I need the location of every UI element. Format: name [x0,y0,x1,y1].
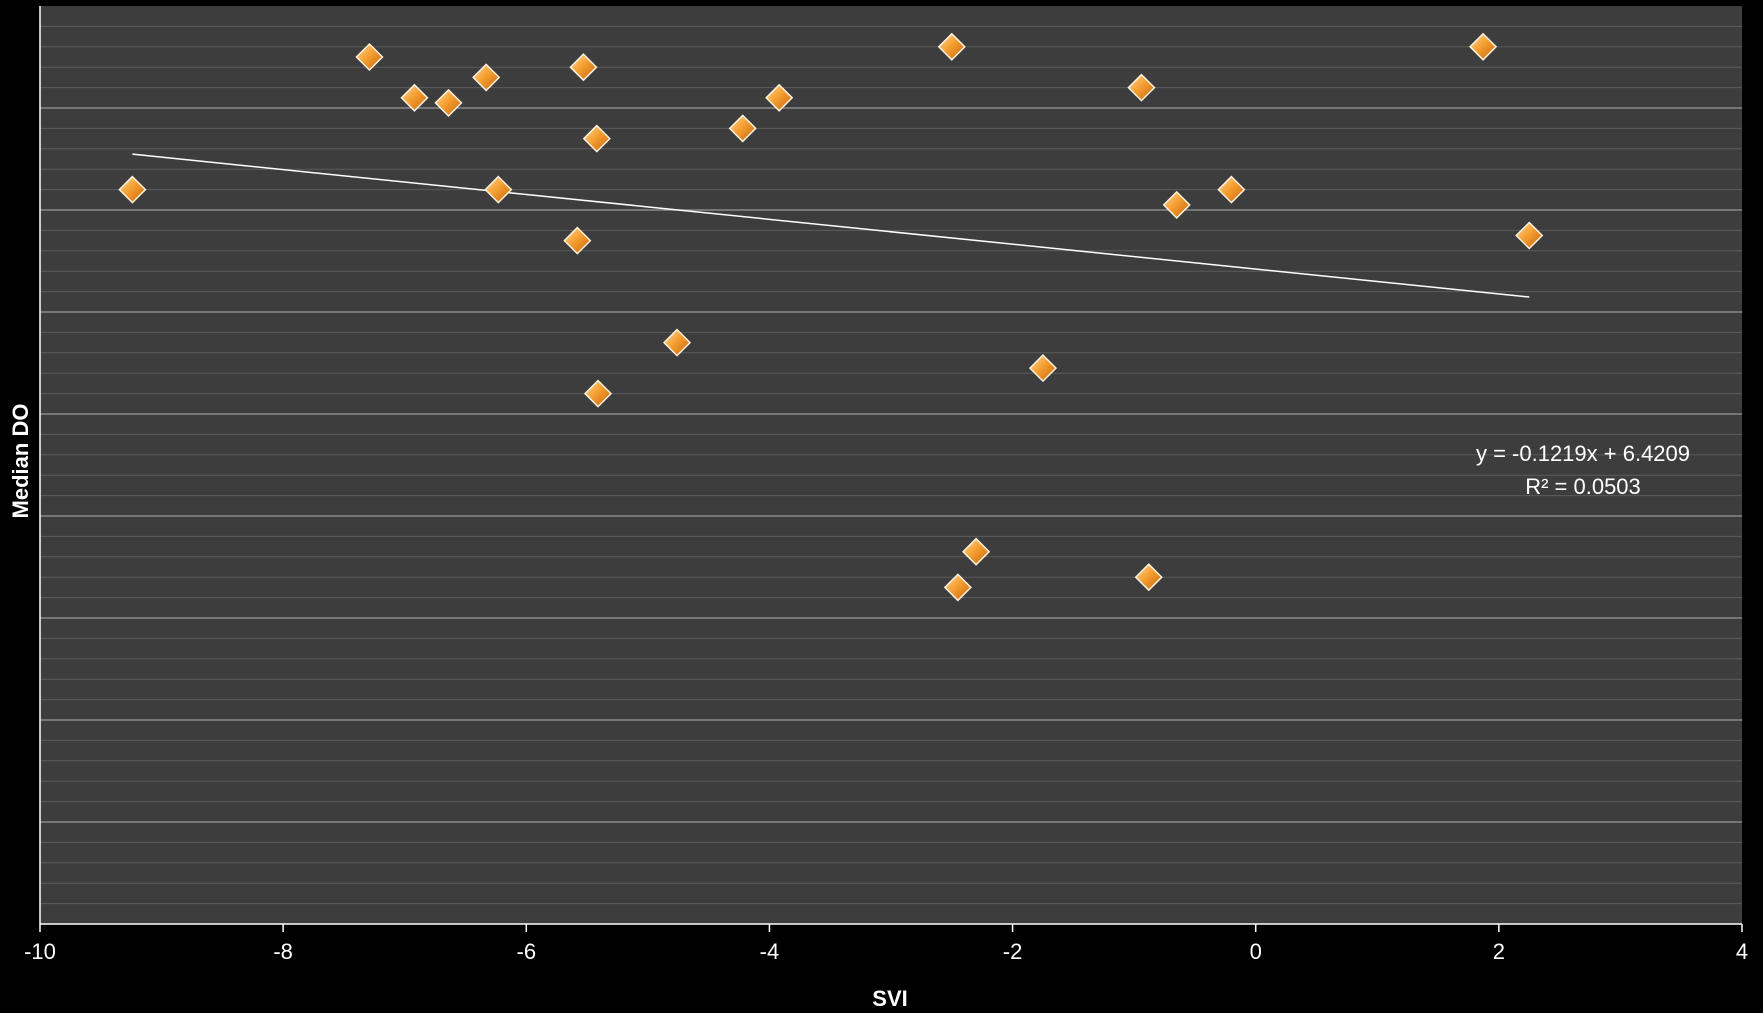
x-tick-label: 4 [1736,939,1748,964]
data-point [1127,73,1156,102]
x-tick-label: -8 [273,939,293,964]
data-point [962,537,991,566]
gridlines [40,25,1742,905]
x-tick-labels: -10 -8 -6 -4 -2 0 2 4 [24,924,1748,964]
data-point [434,88,463,117]
x-tick-label: -6 [517,939,537,964]
x-tick-label: 0 [1250,939,1262,964]
data-points [118,32,1544,602]
x-axis-title: SVI [872,986,907,1011]
axes [39,6,1742,925]
x-tick-label: -2 [1003,939,1023,964]
data-point [472,63,501,92]
plot-area [40,6,1742,924]
trendline-equation: y = -0.1219x + 6.4209 [1476,441,1690,466]
data-point [563,226,592,255]
data-point [355,42,384,72]
x-tick-label: -10 [24,939,56,964]
data-point [1515,221,1544,250]
x-tick-label: 2 [1493,939,1505,964]
x-tick-label: -4 [760,939,780,964]
data-point [765,83,794,112]
data-point [662,328,692,357]
trendline [132,153,1530,298]
trendline-r2: R² = 0.0503 [1525,474,1641,499]
data-point [1028,354,1058,383]
data-point [582,124,611,153]
data-point [484,175,513,204]
data-point [943,573,972,602]
data-point [937,32,966,61]
data-point [728,114,757,143]
data-point [569,53,598,82]
data-point [1134,563,1163,592]
data-point [1217,175,1246,204]
y-axis-title: Median DO [8,404,33,519]
data-point [118,175,147,204]
data-point [1162,190,1191,219]
data-point [583,379,613,408]
data-point [400,83,429,112]
data-point [1468,32,1498,61]
